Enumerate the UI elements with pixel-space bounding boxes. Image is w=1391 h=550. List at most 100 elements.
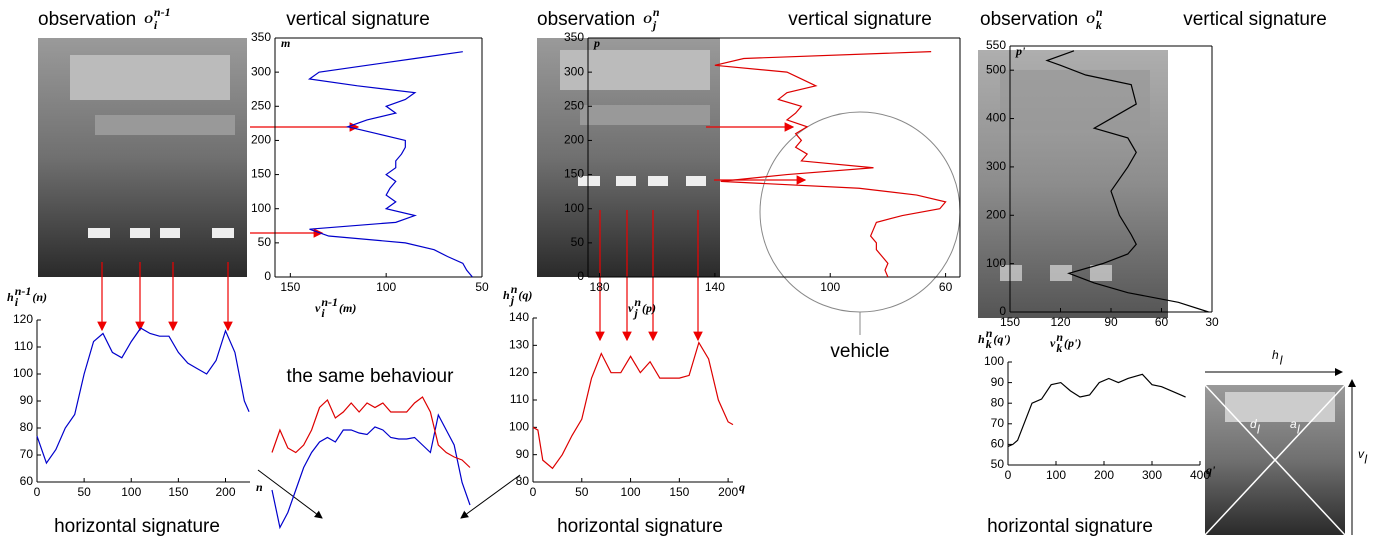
x-tick-label: 300: [1142, 468, 1162, 482]
panel-title: observation: [537, 9, 635, 30]
y-tick-label: 200: [251, 133, 271, 147]
x-axis-label-base: v: [628, 301, 634, 315]
y-axis-label-arg: (q): [518, 288, 532, 302]
y-tick-label: 150: [251, 167, 271, 181]
y-tick-label: 100: [984, 354, 1004, 368]
y-tick-label: 300: [251, 64, 271, 78]
x-tick-label: 50: [475, 280, 489, 294]
x-axis-label-sub: k: [1056, 341, 1062, 355]
y-axis-label-arg: (n): [32, 290, 47, 304]
photo: [537, 38, 720, 277]
y-tick-label: 350: [251, 30, 271, 44]
x-tick-label: 50: [575, 485, 589, 499]
x-tick-label: 180: [590, 280, 610, 294]
x-tick-label: 0: [530, 485, 537, 499]
signature-line: [271, 396, 471, 468]
y-axis-label-sup: n: [986, 326, 993, 340]
y-tick-label: 300: [564, 64, 584, 78]
y-tick-label: 90: [991, 375, 1005, 389]
panel-symbol-base: O: [643, 12, 652, 26]
y-tick-label: 50: [991, 457, 1005, 471]
vehicle-angle-sub: l: [1297, 422, 1300, 436]
y-tick-label: 200: [986, 207, 1006, 221]
y-tick-label: 80: [991, 395, 1005, 409]
y-tick-label: 100: [13, 366, 33, 380]
panel-symbol-sub: j: [651, 18, 657, 32]
y-tick-label: 250: [564, 98, 584, 112]
x-axis-label-sub: j: [632, 306, 638, 320]
x-tick-label: 100: [376, 280, 396, 294]
y-axis-label-sup: n: [511, 282, 518, 296]
x-tick-label: 0: [1005, 468, 1012, 482]
chart-title: the same behaviour: [287, 366, 455, 387]
vehicle-diagonal-base: d: [1250, 417, 1257, 431]
chart-caption: horizontal signature: [557, 516, 723, 537]
x-axis-label-arg: (p): [642, 301, 656, 315]
vehicle-circle: [759, 111, 961, 313]
y-tick-label: 70: [991, 416, 1005, 430]
chart-title: vertical signature: [286, 9, 430, 30]
y-tick-label: 50: [571, 235, 585, 249]
vehicle-diagonal-sub: l: [1257, 422, 1260, 436]
x-tick-label: 140: [705, 280, 725, 294]
y-tick-label: 300: [986, 159, 1006, 173]
panel-symbol-sup: n: [653, 5, 660, 19]
y-axis-label-arg: (q'): [993, 332, 1010, 346]
x-tick-label: 150: [1000, 315, 1020, 329]
vehicle-photo: [1204, 368, 1356, 536]
signature-line: [532, 341, 734, 470]
signature-line: [271, 413, 471, 530]
x-tick-label: 90: [1104, 315, 1118, 329]
y-tick-label: 70: [20, 447, 34, 461]
signature-line: [36, 327, 250, 465]
x-tick-label: 150: [280, 280, 300, 294]
chart-title: vertical signature: [788, 9, 932, 30]
y-axis-label-sup: n-1: [15, 284, 32, 298]
photo: [978, 50, 1168, 318]
vehicle-width-sub: l: [1280, 354, 1283, 368]
y-axis-label-sub: k: [986, 337, 992, 351]
y-tick-label: 50: [258, 235, 272, 249]
y-tick-label: 0: [264, 269, 271, 283]
y-tick-label: 400: [986, 111, 1006, 125]
y-tick-label: 350: [564, 30, 584, 44]
x-axis-label-sup: n: [634, 295, 641, 309]
x-tick-label: 100: [121, 485, 141, 499]
y-axis-label-sub: j: [509, 293, 515, 307]
y-tick-label: 100: [564, 201, 584, 215]
x-tick-label: 400: [1190, 468, 1210, 482]
signature-line: [1007, 373, 1186, 448]
x-tick-label: 200: [215, 485, 235, 499]
y-axis-label-base: h: [978, 332, 985, 346]
signature-line: [714, 51, 947, 278]
vehicle-height-sub: l: [1364, 453, 1367, 467]
y-axis-label-base: h: [7, 290, 14, 304]
y-tick-label: 80: [20, 420, 34, 434]
y-tick-label: 60: [20, 474, 34, 488]
panel-title: observation: [980, 9, 1078, 30]
x-axis-label-sup: n: [1056, 330, 1063, 344]
x-tick-label: 100: [621, 485, 641, 499]
y-tick-label: 120: [509, 365, 529, 379]
x-tick-label: 200: [718, 485, 738, 499]
y-axis-label-sub: i: [15, 295, 19, 309]
y-tick-label: 90: [20, 393, 34, 407]
x-axis-label-arg: (p'): [1064, 336, 1081, 350]
vehicle-angle-base: a: [1290, 417, 1297, 431]
y-tick-label: 140: [509, 310, 529, 324]
y-tick-label: 200: [564, 133, 584, 147]
black-arrows: [257, 469, 521, 519]
y-tick-label: 0: [999, 304, 1006, 318]
y-tick-label: 120: [13, 312, 33, 326]
vehicle-height-base: v: [1358, 447, 1365, 461]
x-tick-label: 100: [820, 280, 840, 294]
x-tick-label: 150: [669, 485, 689, 499]
vehicle-width-base: h: [1272, 348, 1279, 362]
y-tick-label: 100: [509, 420, 529, 434]
panel-title: observation: [38, 9, 136, 30]
y-tick-label: 550: [986, 38, 1006, 52]
y-tick-label: 500: [986, 62, 1006, 76]
signature-line: [307, 51, 473, 278]
y-tick-label: 60: [991, 437, 1005, 451]
